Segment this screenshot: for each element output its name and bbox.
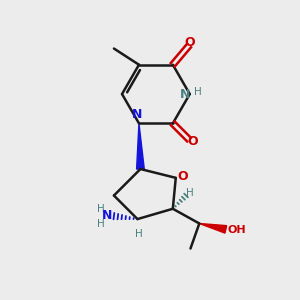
Text: H: H bbox=[194, 87, 202, 97]
Polygon shape bbox=[136, 123, 144, 169]
Text: H: H bbox=[97, 204, 105, 214]
Polygon shape bbox=[199, 224, 226, 233]
Text: O: O bbox=[188, 135, 198, 148]
Text: H: H bbox=[97, 219, 105, 230]
Text: O: O bbox=[184, 36, 195, 49]
Text: N: N bbox=[101, 209, 112, 222]
Text: H: H bbox=[135, 230, 143, 239]
Text: N: N bbox=[180, 88, 190, 101]
Text: O: O bbox=[177, 170, 188, 183]
Text: H: H bbox=[186, 188, 194, 198]
Text: OH: OH bbox=[227, 225, 246, 235]
Text: N: N bbox=[132, 108, 143, 121]
